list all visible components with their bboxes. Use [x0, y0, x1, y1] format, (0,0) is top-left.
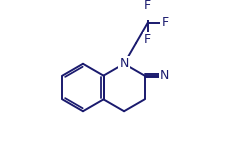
- Text: N: N: [119, 57, 129, 70]
- Text: N: N: [160, 69, 170, 82]
- Text: F: F: [144, 33, 151, 46]
- Text: F: F: [144, 0, 151, 12]
- Text: F: F: [161, 16, 168, 29]
